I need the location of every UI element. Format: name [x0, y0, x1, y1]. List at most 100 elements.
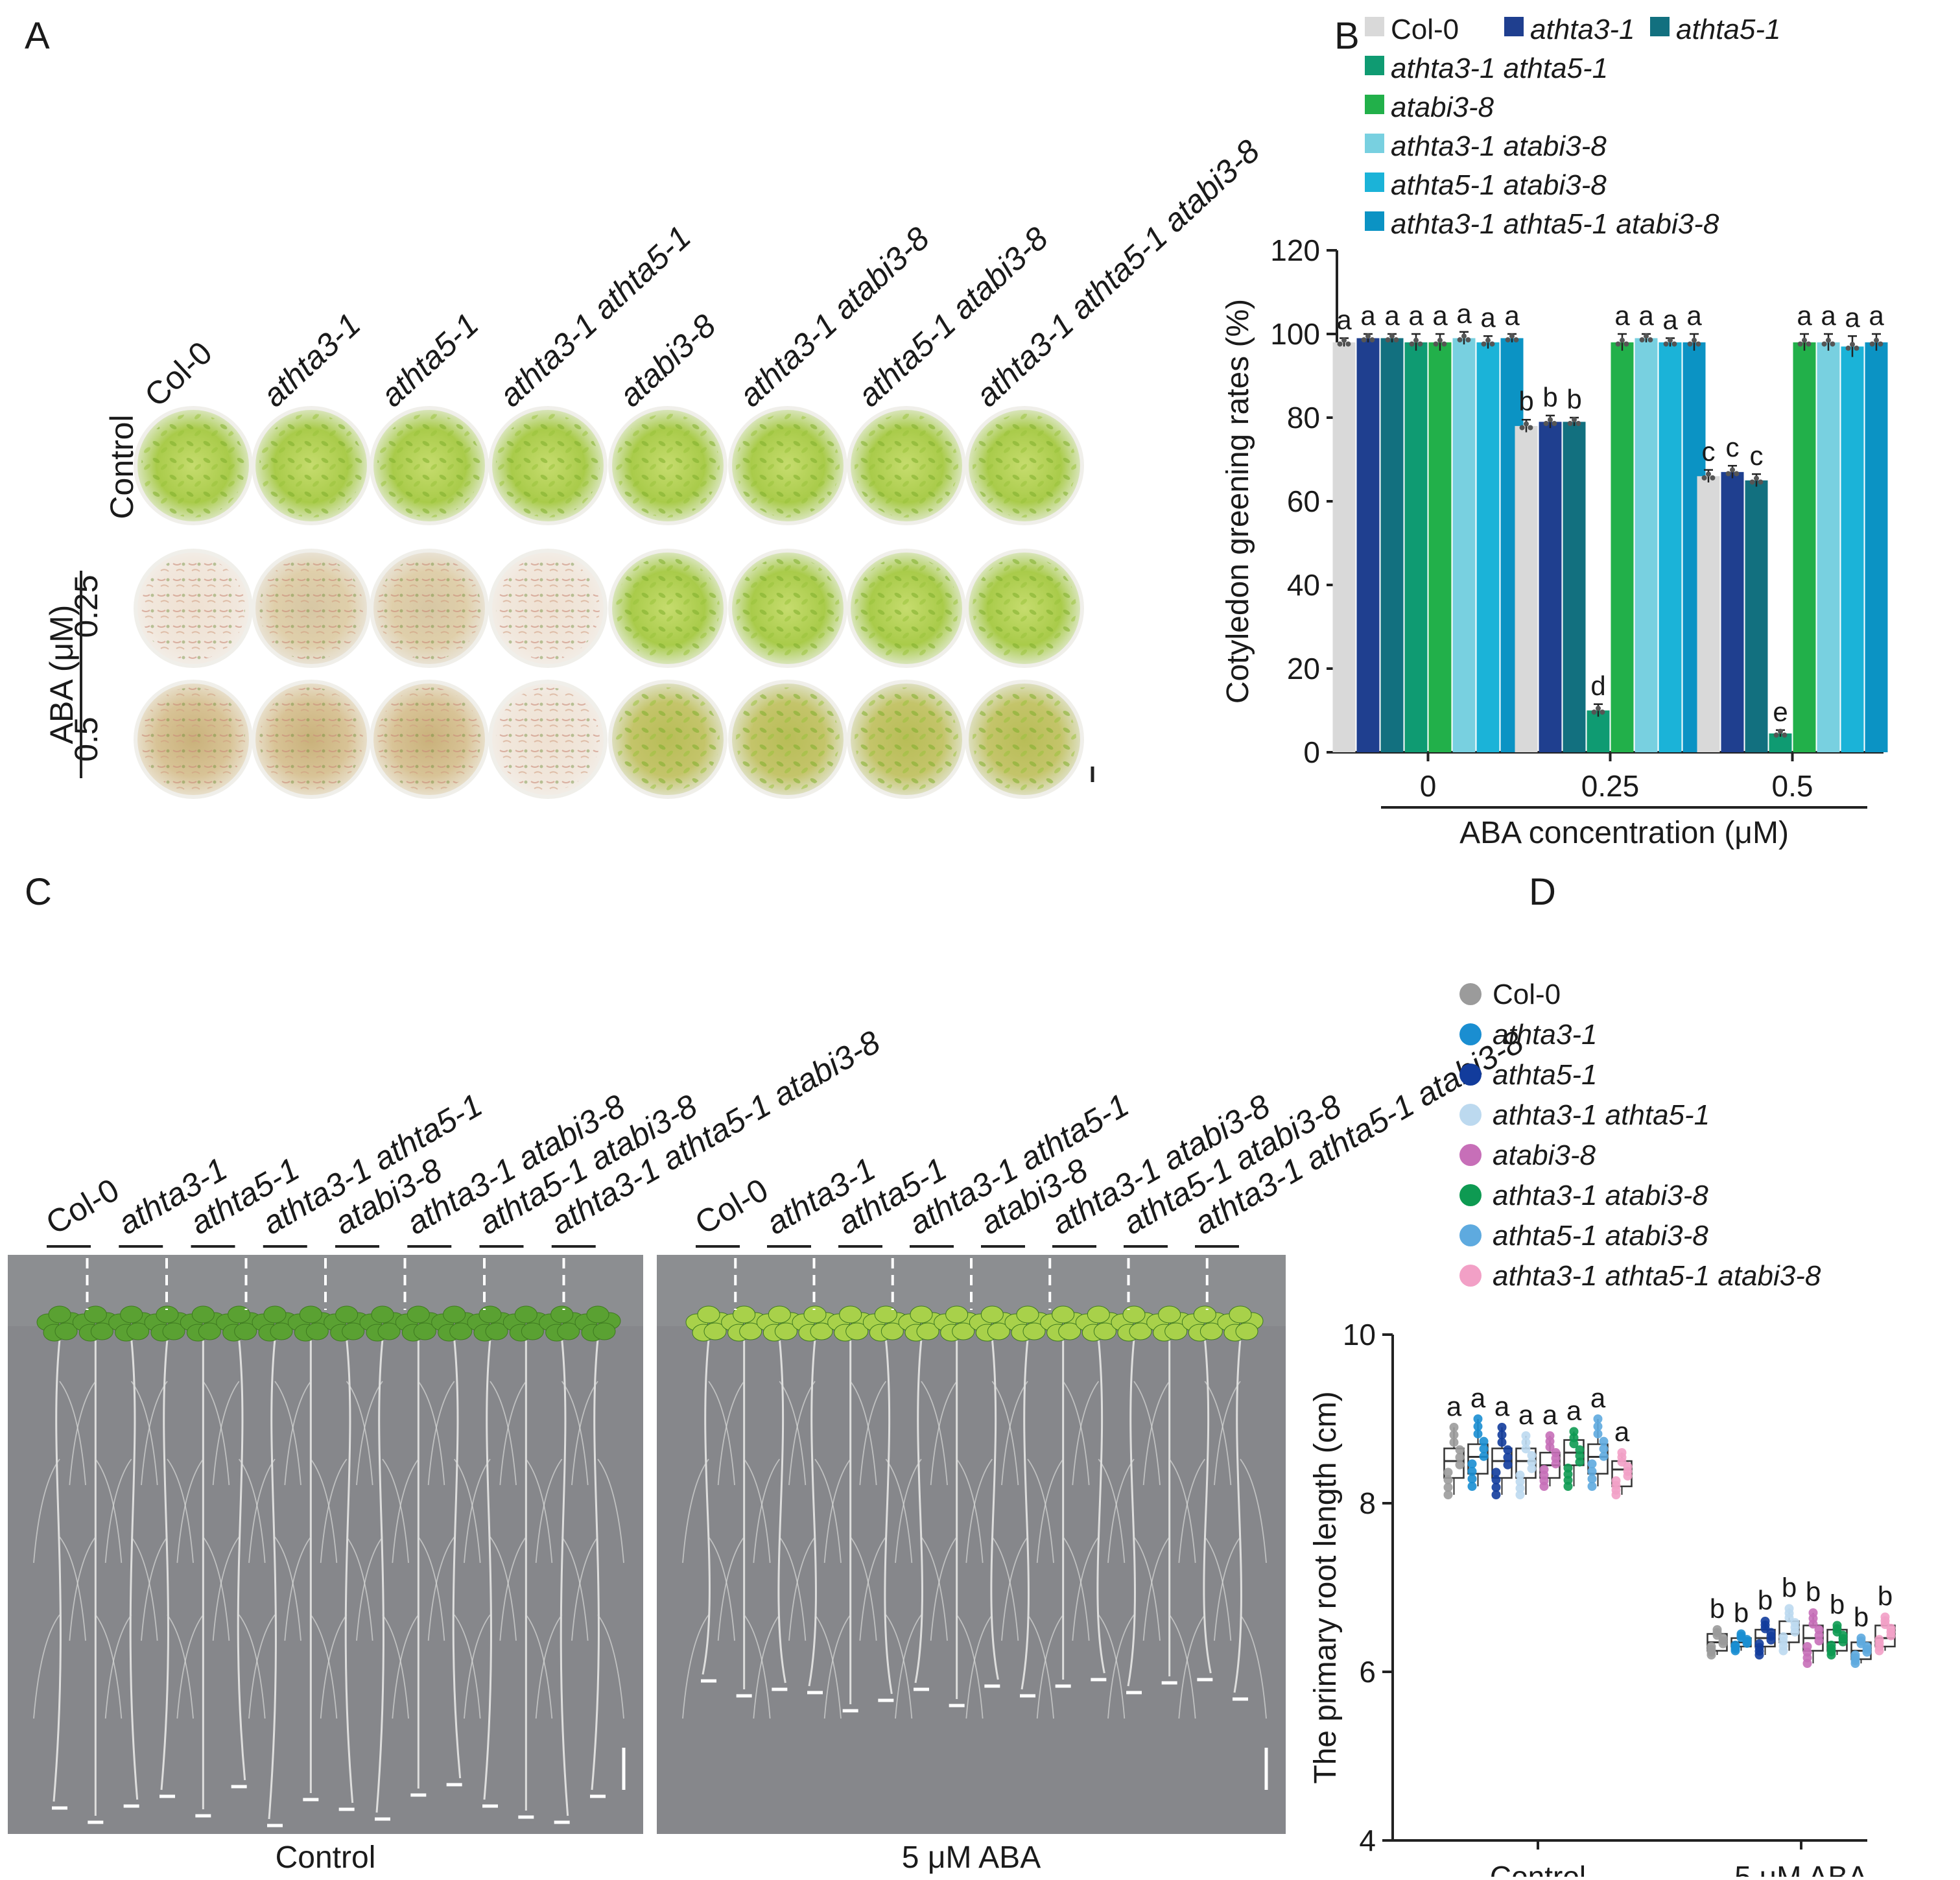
lateral-root — [1001, 1381, 1028, 1486]
data-point — [1437, 337, 1443, 343]
lateral-root — [525, 1614, 553, 1719]
seedling-leaf — [413, 1322, 436, 1340]
data-point — [1712, 1625, 1722, 1634]
bar — [1841, 346, 1864, 752]
data-point — [1850, 1650, 1860, 1660]
data-point — [1782, 732, 1788, 738]
lateral-root — [682, 1614, 709, 1719]
lateral-root — [176, 1614, 204, 1719]
panel-c-genotype-label: Col-0 — [689, 1171, 774, 1241]
data-point — [1393, 337, 1399, 343]
significance-letter: a — [1614, 1416, 1630, 1447]
lateral-root — [525, 1458, 553, 1564]
data-point — [1615, 341, 1621, 347]
data-point — [1845, 345, 1851, 351]
lateral-root — [743, 1458, 771, 1564]
y-tick-label: 100 — [1270, 317, 1320, 351]
data-point — [1563, 1463, 1573, 1473]
panel-d-boxes: a a a a a a aab b b b b b bb — [1443, 1383, 1896, 1668]
lateral-root — [499, 1536, 527, 1641]
panel-a-genotype-label: Col-0 — [137, 335, 219, 414]
lateral-root — [1204, 1381, 1232, 1486]
significance-letter: d — [1590, 671, 1605, 701]
data-point — [1385, 337, 1391, 343]
data-point — [1521, 1438, 1531, 1447]
data-point — [1539, 1465, 1549, 1474]
seedling-leaf — [980, 1305, 1004, 1324]
plate-texture — [377, 687, 481, 791]
legend-entry: athta3-1 athta5-1 — [1493, 1099, 1710, 1131]
significance-letter: b — [1854, 1602, 1869, 1632]
seedling-leaf — [342, 1322, 365, 1340]
y-tick-label: 60 — [1287, 484, 1320, 518]
seedling-leaf — [407, 1305, 430, 1324]
data-point — [1814, 1625, 1824, 1634]
bar — [1515, 425, 1538, 752]
lateral-root — [69, 1536, 97, 1641]
seedling-leaf — [703, 1322, 727, 1340]
lateral-root — [202, 1381, 230, 1486]
panel-b-axes: 0 20 40 60 80 100 120 Cotyledon greening rates … — [1221, 233, 1883, 850]
data-point — [1473, 1422, 1483, 1431]
significance-letter: a — [1590, 1383, 1606, 1413]
legend-swatch — [1365, 95, 1384, 114]
lateral-root — [753, 1614, 781, 1719]
legend-entry: athta3-1 atabi3-8 — [1493, 1180, 1708, 1211]
y-axis-title: Cotyledon greening rates (%) — [1221, 299, 1255, 704]
lateral-root — [1001, 1536, 1028, 1641]
data-point — [1455, 1460, 1465, 1469]
lateral-root — [1214, 1381, 1241, 1486]
bar — [1476, 342, 1500, 752]
lateral-root — [284, 1381, 312, 1486]
data-point — [1509, 333, 1515, 339]
lateral-root — [1214, 1536, 1241, 1641]
bar — [1793, 342, 1816, 752]
seedling-leaf — [54, 1322, 78, 1340]
bar — [1817, 342, 1840, 752]
data-point — [1758, 479, 1764, 485]
data-point — [1341, 337, 1347, 343]
lateral-root — [274, 1381, 301, 1486]
significance-letter: a — [1797, 300, 1812, 331]
significance-letter: a — [1638, 300, 1654, 331]
lateral-root — [788, 1536, 816, 1641]
significance-letter: a — [1566, 1396, 1582, 1426]
lateral-root — [1062, 1536, 1090, 1641]
legend-marker — [1459, 1144, 1482, 1166]
data-point — [1790, 1618, 1800, 1628]
bar — [1563, 422, 1586, 752]
plate-texture — [377, 556, 481, 660]
lateral-root — [930, 1536, 958, 1641]
significance-letter: a — [1446, 1391, 1462, 1422]
plate-texture — [973, 556, 1076, 660]
data-point — [1599, 1436, 1609, 1446]
lateral-root — [59, 1536, 86, 1641]
seedling-leaf — [586, 1305, 609, 1324]
data-point — [1754, 1639, 1764, 1648]
seedling-leaf — [299, 1305, 322, 1324]
bar — [1697, 476, 1720, 752]
data-point — [1808, 1608, 1818, 1617]
data-point — [1725, 471, 1731, 477]
plate-texture — [973, 687, 1076, 791]
lateral-root — [392, 1614, 419, 1719]
seedling-leaf — [839, 1305, 862, 1324]
seedling-leaf — [774, 1322, 797, 1340]
lateral-root — [1062, 1381, 1090, 1486]
significance-letter: b — [1734, 1598, 1749, 1628]
data-point — [1505, 337, 1511, 343]
data-point — [1668, 337, 1673, 343]
legend-marker — [1459, 1064, 1482, 1086]
data-point — [1718, 1634, 1728, 1643]
primary-root — [53, 1339, 62, 1802]
plate-texture — [496, 414, 600, 518]
data-point — [1734, 471, 1740, 477]
data-point — [1706, 471, 1711, 477]
data-point — [1878, 341, 1883, 347]
data-point — [1826, 337, 1831, 343]
lateral-root — [597, 1614, 624, 1719]
plate-texture — [496, 556, 600, 660]
x-tick-label: 0.25 — [1581, 769, 1640, 803]
